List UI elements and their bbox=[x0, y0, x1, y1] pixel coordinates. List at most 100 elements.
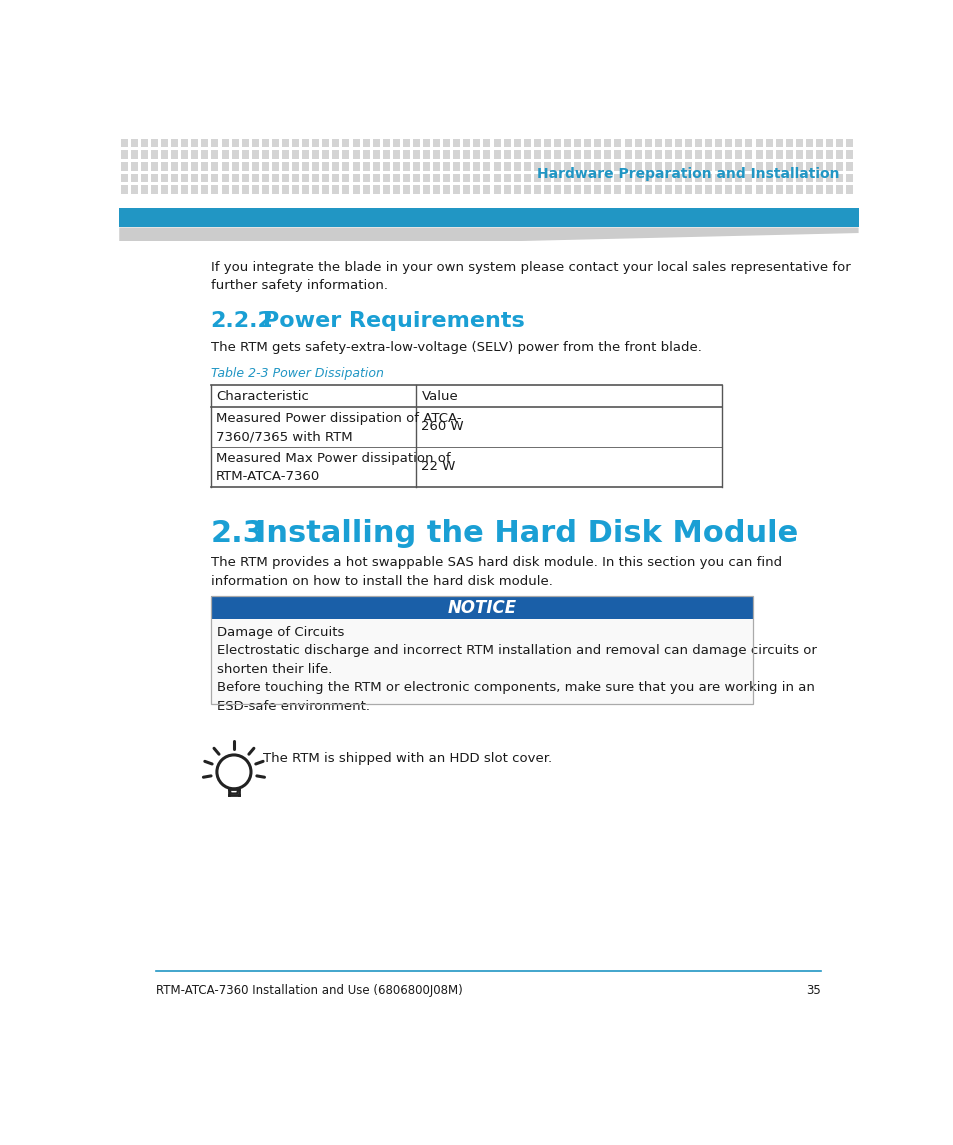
Text: Installing the Hard Disk Module: Installing the Hard Disk Module bbox=[254, 520, 798, 548]
Bar bbox=[241, 185, 249, 194]
Bar bbox=[744, 163, 752, 171]
Bar bbox=[312, 139, 319, 148]
Bar bbox=[151, 174, 158, 182]
Bar bbox=[433, 139, 439, 148]
Bar bbox=[353, 139, 359, 148]
Text: Table 2-3 Power Dissipation: Table 2-3 Power Dissipation bbox=[211, 366, 383, 380]
Bar bbox=[201, 150, 208, 159]
Text: 2.3: 2.3 bbox=[211, 520, 264, 548]
Bar bbox=[463, 139, 470, 148]
Bar bbox=[181, 139, 188, 148]
Bar bbox=[121, 163, 128, 171]
Bar bbox=[443, 185, 450, 194]
Text: The RTM gets safety-extra-low-voltage (SELV) power from the front blade.: The RTM gets safety-extra-low-voltage (S… bbox=[211, 341, 700, 355]
Bar bbox=[413, 163, 419, 171]
Bar bbox=[574, 139, 580, 148]
Bar bbox=[724, 150, 732, 159]
Bar bbox=[563, 139, 571, 148]
Bar bbox=[785, 185, 792, 194]
Bar bbox=[342, 139, 349, 148]
Bar bbox=[503, 163, 510, 171]
Bar bbox=[674, 150, 681, 159]
Bar bbox=[513, 163, 520, 171]
Bar bbox=[744, 185, 752, 194]
Bar bbox=[624, 139, 631, 148]
Bar bbox=[554, 163, 560, 171]
Bar bbox=[212, 174, 218, 182]
Bar bbox=[362, 185, 369, 194]
Bar bbox=[252, 139, 258, 148]
Bar bbox=[252, 163, 258, 171]
Bar bbox=[473, 139, 480, 148]
Bar bbox=[151, 139, 158, 148]
Bar bbox=[393, 139, 399, 148]
Bar bbox=[382, 174, 390, 182]
Bar bbox=[192, 185, 198, 194]
Bar bbox=[322, 185, 329, 194]
Bar bbox=[402, 174, 410, 182]
Bar bbox=[654, 139, 661, 148]
Bar bbox=[644, 139, 651, 148]
Bar bbox=[221, 185, 229, 194]
Bar bbox=[483, 174, 490, 182]
Bar bbox=[413, 174, 419, 182]
Bar bbox=[634, 174, 641, 182]
Bar bbox=[724, 163, 732, 171]
Bar bbox=[704, 163, 711, 171]
Bar bbox=[272, 174, 278, 182]
Bar bbox=[119, 242, 858, 1019]
Text: 2.2.2: 2.2.2 bbox=[211, 310, 274, 331]
Bar bbox=[704, 139, 711, 148]
Bar bbox=[211, 597, 753, 704]
Bar bbox=[523, 163, 530, 171]
Bar bbox=[815, 163, 822, 171]
Bar bbox=[131, 150, 137, 159]
Bar bbox=[161, 174, 168, 182]
Bar bbox=[232, 150, 238, 159]
Bar bbox=[261, 139, 269, 148]
Bar bbox=[453, 185, 459, 194]
Bar bbox=[715, 139, 721, 148]
Bar bbox=[241, 139, 249, 148]
Bar bbox=[211, 597, 753, 619]
Bar bbox=[473, 174, 480, 182]
Bar bbox=[252, 174, 258, 182]
Bar bbox=[131, 139, 137, 148]
Bar bbox=[181, 185, 188, 194]
Bar bbox=[292, 174, 298, 182]
Bar bbox=[614, 150, 620, 159]
Bar bbox=[201, 185, 208, 194]
Text: The RTM provides a hot swappable SAS hard disk module. In this section you can f: The RTM provides a hot swappable SAS har… bbox=[211, 556, 781, 587]
Bar bbox=[483, 163, 490, 171]
Bar bbox=[554, 174, 560, 182]
Bar bbox=[835, 185, 842, 194]
Bar bbox=[402, 150, 410, 159]
Bar bbox=[422, 185, 430, 194]
Bar bbox=[604, 163, 611, 171]
Bar bbox=[151, 185, 158, 194]
Bar bbox=[825, 185, 832, 194]
Bar bbox=[674, 185, 681, 194]
Bar bbox=[624, 174, 631, 182]
Bar bbox=[654, 150, 661, 159]
Bar bbox=[332, 163, 339, 171]
Bar bbox=[634, 163, 641, 171]
Text: 22 W: 22 W bbox=[421, 460, 456, 474]
Bar bbox=[765, 150, 772, 159]
Bar bbox=[192, 163, 198, 171]
Bar bbox=[684, 150, 691, 159]
Bar bbox=[181, 174, 188, 182]
Bar bbox=[523, 150, 530, 159]
Bar bbox=[332, 150, 339, 159]
Bar bbox=[373, 150, 379, 159]
Bar bbox=[232, 185, 238, 194]
Bar bbox=[664, 163, 671, 171]
Bar bbox=[211, 406, 721, 447]
Bar bbox=[272, 139, 278, 148]
Bar bbox=[644, 163, 651, 171]
Bar bbox=[845, 185, 852, 194]
Bar bbox=[141, 150, 148, 159]
Bar bbox=[755, 185, 761, 194]
Bar bbox=[845, 150, 852, 159]
Text: Measured Power dissipation of ATCA-
7360/7365 with RTM: Measured Power dissipation of ATCA- 7360… bbox=[216, 412, 461, 443]
